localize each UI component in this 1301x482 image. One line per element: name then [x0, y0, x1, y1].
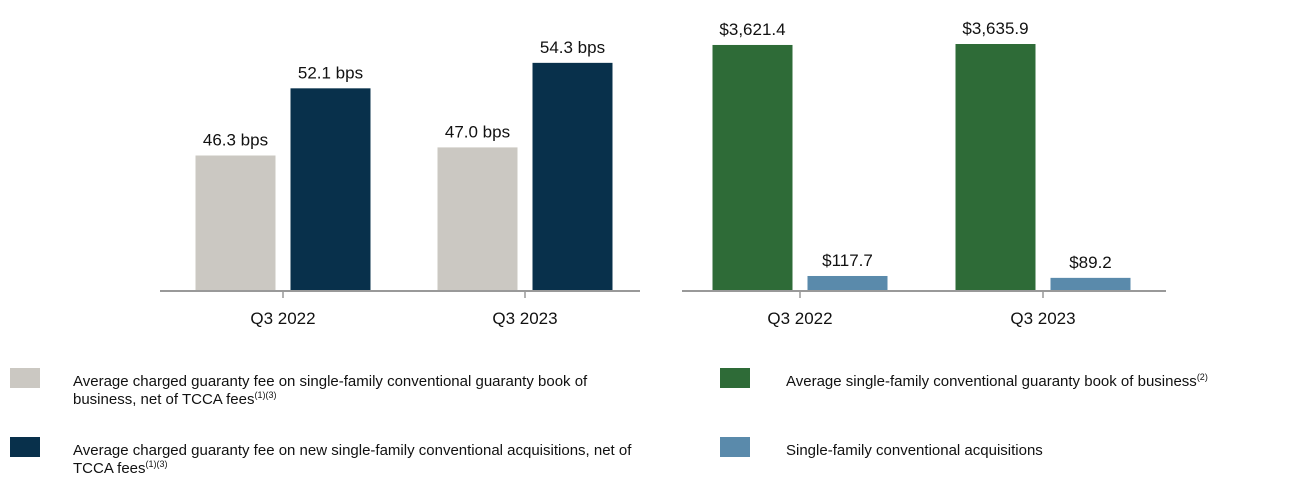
value-label: $3,621.4 [719, 20, 785, 39]
bar [712, 44, 793, 291]
x-tick-label: Q3 2023 [492, 309, 557, 328]
legend-text: Average single-family conventional guara… [786, 373, 1197, 390]
bar [807, 275, 888, 291]
x-tick-label: Q3 2022 [250, 309, 315, 328]
x-tick-label: Q3 2022 [767, 309, 832, 328]
bar [1050, 277, 1131, 291]
legend-swatch [720, 437, 750, 457]
value-label: 47.0 bps [445, 122, 510, 141]
value-label: $89.2 [1069, 253, 1112, 272]
legend-swatch [10, 437, 40, 457]
bar [290, 88, 371, 291]
footnote-ref: (1)(3) [145, 459, 168, 469]
legend-label: Single-family conventional acquisitions [786, 442, 1296, 460]
legend-label: Average single-family conventional guara… [786, 373, 1296, 391]
x-tick-label: Q3 2023 [1010, 309, 1075, 328]
legend-label: Average charged guaranty fee on new sing… [73, 442, 653, 478]
legend-label: Average charged guaranty fee on single-f… [73, 373, 653, 409]
legend-text: Average charged guaranty fee on new sing… [73, 442, 632, 477]
value-label: 46.3 bps [203, 131, 268, 150]
footnote-ref: (1)(3) [254, 390, 277, 400]
bar [195, 155, 276, 291]
legend-swatch [720, 368, 750, 388]
bar [955, 44, 1036, 291]
legend-text: Single-family conventional acquisitions [786, 442, 1043, 459]
footnote-ref: (2) [1196, 372, 1208, 382]
value-label: $117.7 [822, 251, 873, 270]
legend-text: Average charged guaranty fee on single-f… [73, 373, 588, 408]
value-label: $3,635.9 [962, 19, 1028, 38]
legend-swatch [10, 368, 40, 388]
bar [437, 147, 518, 291]
value-label: 52.1 bps [298, 63, 363, 82]
bar [532, 62, 613, 291]
value-label: 54.3 bps [540, 38, 605, 57]
